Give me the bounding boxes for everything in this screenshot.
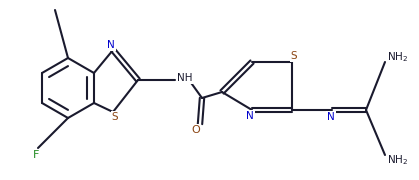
Text: NH: NH — [177, 73, 192, 83]
Text: S: S — [291, 51, 297, 61]
Text: O: O — [191, 125, 200, 135]
Text: S: S — [112, 112, 118, 122]
Text: N: N — [107, 40, 115, 50]
Text: N: N — [327, 112, 335, 122]
Text: NH$_2$: NH$_2$ — [387, 153, 408, 167]
Text: F: F — [33, 150, 39, 160]
Text: NH$_2$: NH$_2$ — [387, 50, 408, 64]
Text: N: N — [246, 111, 254, 121]
